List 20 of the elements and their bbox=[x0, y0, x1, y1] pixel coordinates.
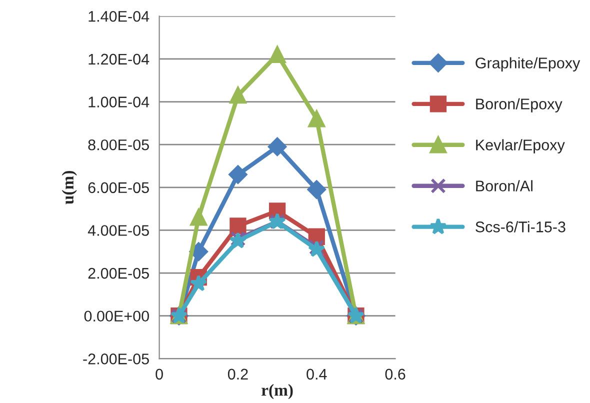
x-tick-label: 0.2 bbox=[228, 368, 248, 380]
y-tick-label: 4.00E-05 bbox=[88, 225, 149, 236]
legend-label: Kevlar/Epoxy bbox=[476, 139, 565, 154]
y-tick-label: 1.40E-04 bbox=[88, 10, 150, 22]
legend-label: Boron/Al bbox=[476, 180, 532, 192]
y-tick-label: 8.00E-05 bbox=[88, 139, 149, 150]
legend-label: Graphite/Epoxy bbox=[476, 57, 580, 72]
x-tick-label: 0.6 bbox=[385, 368, 406, 380]
y-tick-label: -2.00E-05 bbox=[83, 354, 149, 364]
x-tick-label: 0 bbox=[156, 368, 163, 380]
legend-label: Boron/Epoxy bbox=[476, 98, 562, 112]
x-axis-title: r(m) bbox=[262, 384, 293, 400]
x-tick-label: 0.4 bbox=[306, 368, 327, 380]
y-tick-label: 1.20E-04 bbox=[88, 54, 150, 65]
y-tick-label: 1.00E-04 bbox=[88, 96, 150, 108]
y-tick-label: 0.00E+00 bbox=[84, 310, 149, 322]
legend-label: Scs-6/Ti-15-3 bbox=[476, 221, 566, 232]
y-axis-title: u(m) bbox=[62, 171, 77, 204]
y-tick-label: 6.00E-05 bbox=[88, 182, 149, 194]
y-tick-label: 2.00E-05 bbox=[88, 268, 149, 279]
